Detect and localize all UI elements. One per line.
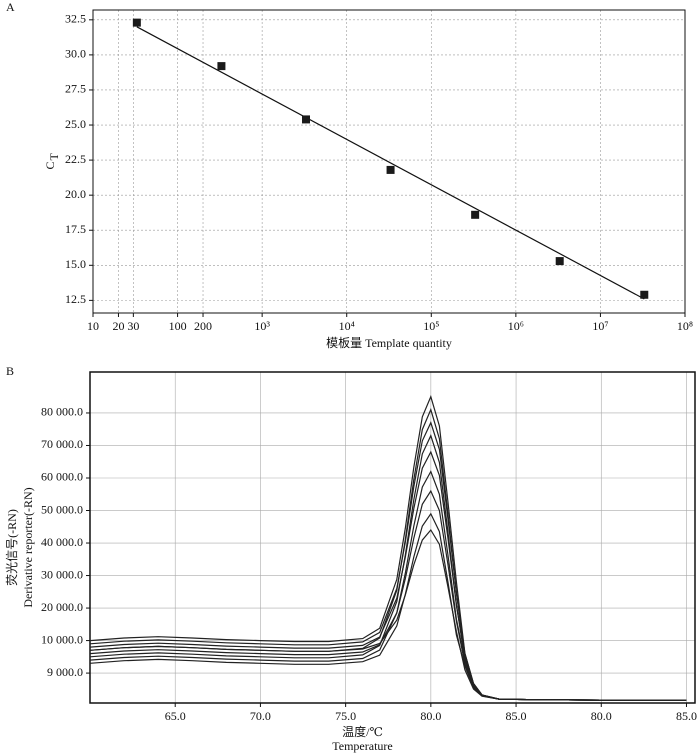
x-tick-label: 10⁷ (592, 319, 608, 333)
y-axis-label: 荧光信号(-RN) (5, 509, 19, 586)
curve (90, 450, 687, 701)
plot-frame (92, 9, 686, 314)
x-tick-label: 80.0 (420, 709, 441, 723)
y-tick-label: 32.5 (65, 12, 86, 26)
x-tick-label: 85.0 (506, 709, 527, 723)
fit-line (136, 26, 645, 300)
curve (90, 421, 687, 701)
y-tick-label: 80 000.0 (41, 405, 83, 419)
x-tick-label: 100 (169, 319, 187, 333)
data-point (132, 18, 141, 27)
data-point (640, 290, 649, 299)
y-tick-label: 20.0 (65, 187, 86, 201)
data-point (217, 62, 226, 71)
data-point (471, 210, 480, 219)
y-tick-label: 22.5 (65, 152, 86, 166)
y-axis-label-en: Derivative reporter(-RN) (21, 487, 35, 607)
curves (90, 394, 687, 701)
x-tick-label: 10⁶ (508, 319, 524, 333)
curve (90, 394, 687, 701)
y-tick-label: 20 000.0 (41, 600, 83, 614)
x-tick-label: 10⁵ (423, 319, 439, 333)
x-tick-label: 70.0 (250, 709, 271, 723)
y-tick-label: 9 000.0 (47, 665, 83, 679)
y-tick-label: 40 000.0 (41, 535, 83, 549)
y-tick-label: 17.5 (65, 222, 86, 236)
x-tick-label: 65.0 (165, 709, 186, 723)
x-tick-label: 200 (194, 319, 212, 333)
y-axis-label: CT (43, 153, 61, 170)
data-point (386, 165, 395, 174)
curve (90, 470, 687, 701)
y-tick-label: 50 000.0 (41, 502, 83, 516)
x-tick-label: 10³ (254, 319, 270, 333)
data-point (555, 257, 564, 266)
y-tick-label: 25.0 (65, 117, 86, 131)
plot-frame (89, 371, 696, 704)
panel-label: B (6, 364, 14, 378)
panel-label: A (6, 0, 15, 14)
y-tick-label: 30 000.0 (41, 567, 83, 581)
x-axis-label: 温度/℃ (342, 724, 383, 739)
y-tick-label: 70 000.0 (41, 437, 83, 451)
x-tick-label: 10 (87, 319, 99, 333)
y-tick-label: 60 000.0 (41, 470, 83, 484)
curve (90, 512, 687, 701)
y-tick-label: 12.5 (65, 292, 86, 306)
x-tick-label: 10⁸ (677, 319, 693, 333)
y-tick-label: 27.5 (65, 82, 86, 96)
y-axis-label-main: C (43, 162, 57, 170)
x-tick-label: 20 (112, 319, 124, 333)
x-axis-label: 模板量 Template quantity (326, 336, 452, 350)
curve (90, 528, 687, 701)
y-tick-label: 10 000.0 (41, 632, 83, 646)
x-tick-label: 85.0 (676, 709, 697, 723)
y-axis-label-sub: T (47, 153, 61, 161)
data-point (301, 115, 310, 124)
x-tick-label: 75.0 (335, 709, 356, 723)
x-tick-label: 30 (127, 319, 139, 333)
x-tick-label: 80.0 (591, 709, 612, 723)
curve (90, 489, 687, 701)
x-tick-label: 10⁴ (339, 319, 355, 333)
y-tick-label: 15.0 (65, 257, 86, 271)
y-tick-label: 30.0 (65, 47, 86, 61)
x-axis-label-en: Temperature (332, 739, 392, 753)
